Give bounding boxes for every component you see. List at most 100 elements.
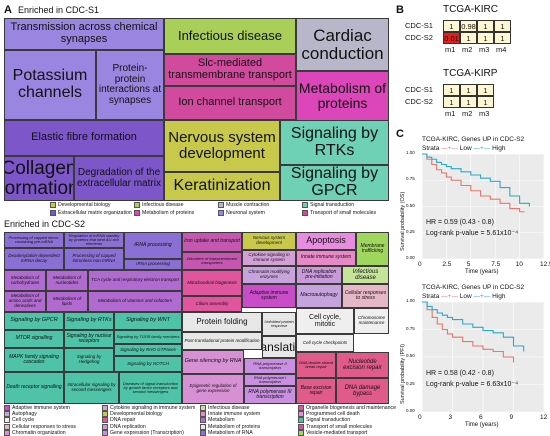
legend-label: Metabolism (208, 417, 235, 424)
legend-item: Developmental biology (50, 202, 110, 208)
km-pvalue-text: Log-rank p-value = 6.63x10⁻⁴ (426, 381, 519, 389)
heatmap-cell: 1 (443, 84, 460, 96)
legend-swatch (102, 417, 108, 424)
km-hr-text: HR = 0.58 (0.42 - 0.8) (426, 370, 494, 378)
heatmap-row-label: CDC-S1 (405, 21, 433, 30)
tile-label: Signaling by NOTCH (127, 360, 169, 366)
legend-item: Cytokine signaling in immune system (102, 405, 195, 411)
legend-item: Innate immune system (200, 411, 261, 418)
tile-label: TCA cycle and respiratory electron trans… (91, 277, 179, 283)
tile-label: Cellular responses to stress (344, 289, 387, 301)
tile-metab-nucleotides: Metabolism of nucleotides (46, 270, 88, 291)
heatmap-cell: 1 (460, 84, 477, 96)
tile-trna-processing: tRNA processing (124, 232, 182, 259)
km-xtick-label: 0 (418, 261, 422, 268)
tile-metab-carbohydrates: Metabolism of carbohydrates (4, 270, 46, 291)
tile-label: Processing of capped intronless non-mRNA (72, 253, 116, 263)
legend-item: Signal transduction (298, 417, 350, 424)
tile-label: Signaling by nuclear receptors (66, 332, 112, 344)
tile-label: Signaling by TGFB family members (116, 333, 180, 339)
legend-item: Metabolism (200, 417, 235, 424)
tile-cell-cycle-checkpoints: Cell cycle checkpoints (296, 334, 354, 352)
legend-label: Infectious disease (208, 405, 250, 411)
km-series-high (422, 153, 530, 207)
tile-regulation-mrna: Regulation of mRNA stability by proteins… (64, 232, 124, 248)
tile-ion-channel: Ion channel transport (164, 86, 296, 120)
legend-swatch (200, 411, 206, 418)
legend-swatch (200, 417, 206, 424)
km-xtick-label: 5 (466, 261, 471, 268)
legend-swatch (302, 210, 308, 216)
km-ytick-label: 0.50 (406, 353, 415, 358)
legend-item: DNA replication (102, 423, 146, 430)
tile-label: Metabolism of proteins (298, 80, 387, 111)
legend-swatch (302, 202, 308, 208)
tile-label: Disorders of transmembrane transporters (186, 255, 238, 265)
heatmap-cell: 1 (443, 20, 460, 32)
tile-base-excision: Base excision repair (296, 378, 336, 404)
tile-translation: Translation (262, 336, 296, 358)
tile-death-receptor: Death receptor signalling (4, 372, 64, 404)
tile-cell-cycle-mitotic: Cell cycle, mitotic (296, 308, 354, 334)
tile-signaling-growth-factor: Diseases of signal transduction by growt… (119, 372, 182, 404)
tile-label: Apoptosis (306, 235, 346, 246)
tile-signaling-wnt: Signaling by WNT (114, 312, 182, 330)
km-title: TCGA-KIRC, Genes UP in CDC-S2 (422, 136, 525, 143)
tile-label: Mitochondrial biogenesis (187, 279, 237, 285)
tile-mitochondrial-biogenesis: Mitochondrial biogenesis (182, 270, 242, 296)
tile-label: MAPK family signaling cascades (9, 353, 59, 365)
tile-transmission-synapses: Transmission across chemical synapses (4, 18, 164, 50)
heatmap-col-label: m2 (462, 45, 473, 54)
tile-label: Cardiac conduction (301, 25, 384, 63)
legend-label: Metabolism of proteins (142, 210, 195, 216)
tile-cilium-assembly: Cilium assembly (182, 296, 242, 312)
tile-label: Nucleotide excision repair (343, 358, 382, 371)
tile-collagen: Collagen formation (4, 156, 74, 201)
heatmap-cell: 1 (477, 96, 494, 108)
tile-label: Membrane trafficking (360, 242, 385, 254)
km-ylabel: Survival probability (OS) (400, 191, 406, 251)
km-xtick-label: 12 (540, 414, 548, 421)
panel-a-letter: A (4, 4, 12, 16)
tile-signaling-rtks-2: Signaling by RTKs (64, 312, 114, 330)
tile-label: Base excision repair (300, 384, 332, 396)
heatmap-row-label: CDC-S2 (405, 33, 433, 42)
tile-elastic-fibre: Elastic fibre formation (4, 120, 164, 156)
legend-swatch (218, 210, 224, 216)
km-ytick-label: 0.75 (406, 325, 415, 331)
legend-label: Developmental biology (58, 202, 111, 208)
legend-label: Extracellular matrix organization (58, 210, 132, 216)
tile-label: Translation (262, 339, 296, 354)
km-strata-label: Strata (422, 145, 440, 152)
legend-item: Muscle contraction (218, 202, 269, 208)
tile-dna-damage-bypass: DNA damage bypass (336, 378, 389, 404)
heatmap-cell: 0.01 (443, 32, 460, 44)
tile-label: Chromatin modifying enzymes (248, 269, 290, 279)
tile-label: DNA damage bypass (344, 384, 381, 397)
tile-intracellular-second-messengers: Intracellular signaling by second messen… (64, 372, 119, 404)
tile-mapk-cascades: MAPK family signaling cascades (4, 348, 64, 372)
legend-swatch (200, 429, 206, 436)
heatmap-kirp: CDC-S1 1 1 1 CDC-S2 1 1 1 m1 m2 m3 (405, 82, 545, 128)
tile-chromosome-maintenance: Chromosome maintenance (354, 308, 389, 334)
tile-label: Epigenetic regulation of gene expression (189, 383, 237, 393)
tile-signaling-rho: Signaling by RHO GTPases (114, 344, 182, 356)
tile-label: Innate immune system (300, 254, 352, 261)
legend-swatch (4, 417, 10, 424)
km-ytick-label: 1.00 (406, 298, 415, 303)
tile-metab-vitamins: Metabolism of vitamins and cofactors (88, 291, 182, 312)
km-series-low (422, 153, 525, 213)
legend-item: Infectious disease (134, 202, 184, 208)
legend-label: Cellular responses to stress (12, 423, 77, 430)
tile-iron-uptake: Iron uptake and transport (182, 232, 242, 252)
legend-item: Infectious disease (200, 405, 250, 411)
legend-swatch (4, 429, 10, 436)
treemap-cdc-s1: Transmission across chemical synapses Pot… (4, 18, 389, 201)
legend-label: Metabolism of RNA (208, 429, 253, 436)
km-legend-marker: —+— (439, 145, 460, 152)
km-strata-label: Strata (422, 293, 440, 300)
legend-swatch (50, 210, 56, 216)
tile-innate-immune: Innate immune system (296, 250, 356, 266)
km-ytick-label: 0.50 (406, 202, 415, 208)
legend-label: Innate immune system (208, 411, 261, 418)
